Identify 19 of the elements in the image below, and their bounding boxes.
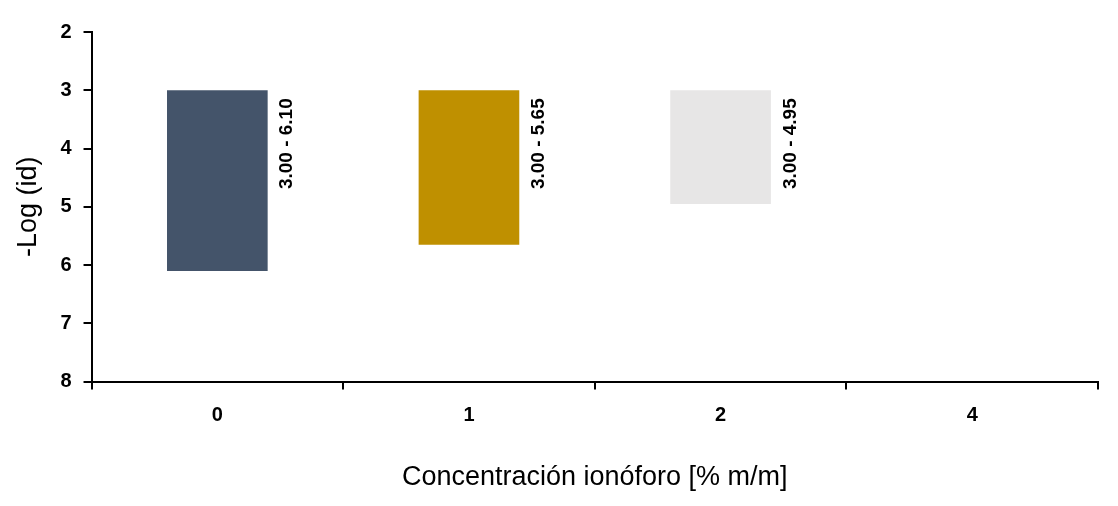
- y-tick-label: 3: [60, 77, 72, 100]
- y-tick-label: 5: [60, 194, 72, 217]
- bar: [167, 90, 268, 271]
- x-tick-label: 4: [966, 403, 979, 426]
- annotation: 3.00 - 5.65: [527, 97, 549, 190]
- x-tick-label: 1: [463, 403, 475, 426]
- x-axis-title: Concentración ionóforo [% m/m]: [401, 461, 788, 492]
- y-tick-label: 4: [60, 136, 73, 159]
- y-tick-label: 7: [60, 310, 72, 333]
- bar: [418, 90, 520, 245]
- y-tick-label: 2: [60, 19, 72, 42]
- y-tick-label: 8: [60, 369, 72, 392]
- annotation: 3.00 - 6.10: [275, 98, 297, 190]
- x-tick-label: 0: [211, 403, 223, 426]
- bar: [670, 90, 771, 204]
- x-tick-label: 2: [715, 403, 727, 426]
- y-tick-label: 6: [60, 252, 72, 275]
- y-axis-title: -Log (id): [11, 156, 42, 258]
- annotation: 3.00 - 4.95: [778, 97, 800, 190]
